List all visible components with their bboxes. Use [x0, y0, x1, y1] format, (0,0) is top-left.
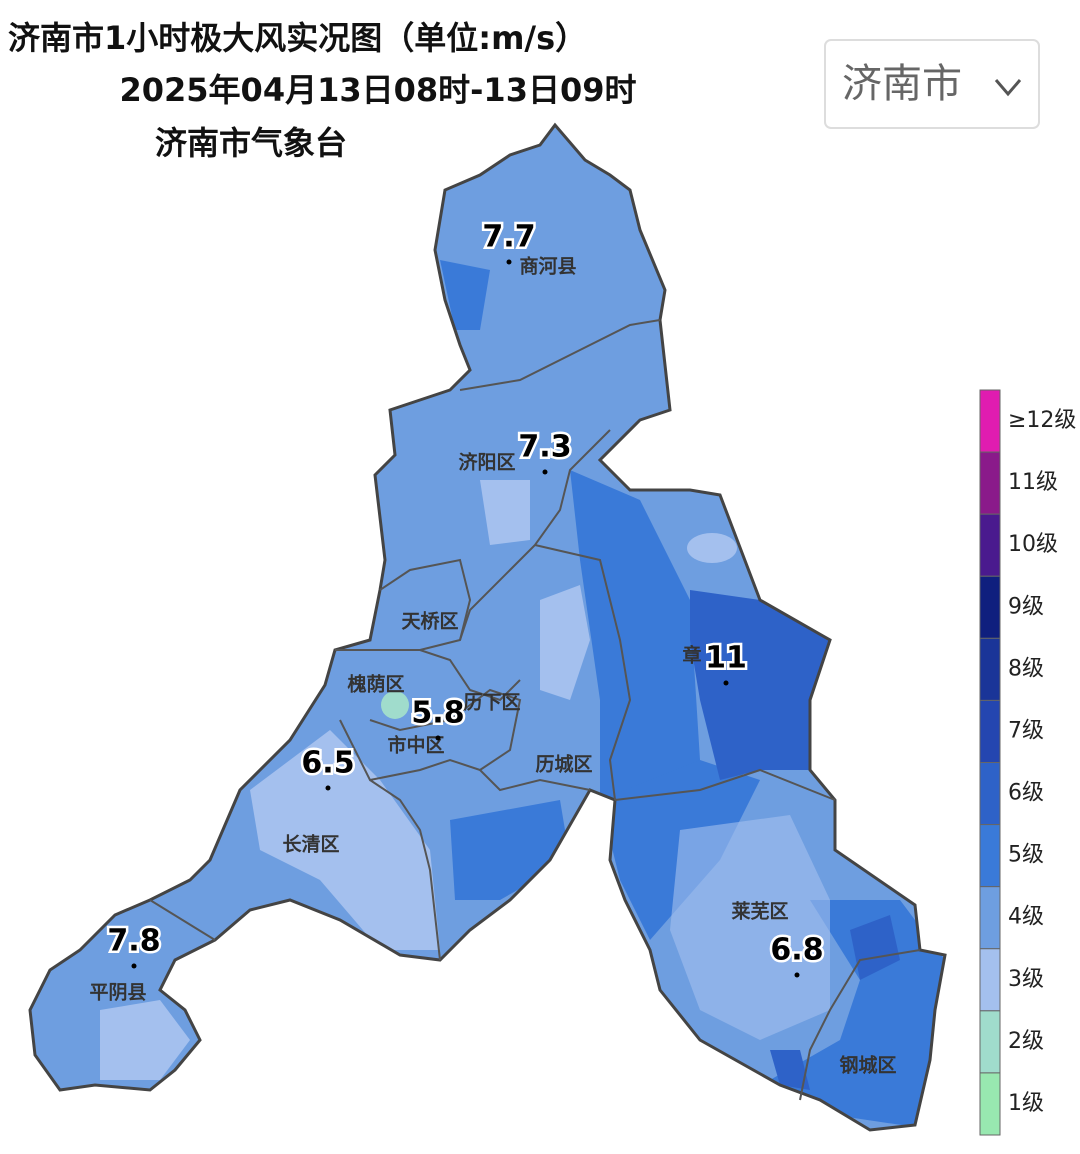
time-range: 2025年04月13日08时-13日09时 — [119, 71, 636, 109]
selector-label[interactable]: 济南市 — [842, 61, 962, 107]
legend-label: 1级 — [1008, 1091, 1044, 1116]
district-label: 商河县 — [519, 255, 576, 278]
source: 济南市气象台 — [155, 124, 347, 162]
district-label: 历下区 — [463, 692, 520, 714]
legend-label: ≥12级 — [1008, 408, 1076, 433]
district-label: 平阴县 — [89, 982, 146, 1004]
station-dot — [506, 259, 512, 265]
legend-label: 9级 — [1008, 594, 1044, 619]
station-dot — [131, 963, 137, 969]
selector-box[interactable] — [824, 39, 1040, 129]
legend-swatch — [979, 1072, 1001, 1136]
legend-label: 11级 — [1008, 470, 1058, 495]
legend-label: 2级 — [1008, 1029, 1044, 1054]
station-value: 5.8 — [411, 696, 464, 731]
legend-swatch — [979, 948, 1001, 1012]
legend-swatch — [979, 389, 1001, 453]
legend-label: 7级 — [1008, 718, 1044, 743]
district-label: 莱芜区 — [731, 900, 788, 923]
legend-swatch — [979, 762, 1001, 826]
station-value: 11 — [705, 641, 747, 676]
district-label: 天桥区 — [401, 610, 458, 633]
legend-swatch — [979, 699, 1001, 764]
district-label: 历城区 — [535, 753, 592, 776]
legend-label: 4级 — [1008, 905, 1044, 930]
legend-label: 10级 — [1008, 532, 1058, 557]
legend-label: 3级 — [1008, 967, 1044, 992]
district-borders — [149, 319, 921, 1101]
legend-swatch — [979, 637, 1001, 701]
legend-label: 8级 — [1008, 656, 1044, 681]
station-dot — [542, 469, 548, 475]
station-dot — [794, 972, 800, 978]
district-label: 章 — [682, 644, 701, 667]
legend-label: 5级 — [1008, 843, 1044, 868]
district-label: 钢城区 — [839, 1054, 896, 1077]
legend-swatch — [979, 513, 1001, 577]
legend-swatch — [979, 575, 1001, 639]
station-value: 7.3 — [518, 430, 571, 465]
map-title: 济南市1小时极大风实况图（单位:m/s） — [8, 19, 587, 57]
legend-swatch — [979, 824, 1001, 888]
legend-swatch — [979, 1010, 1001, 1074]
legend-swatch — [979, 886, 1001, 950]
station-value: 7.8 — [107, 924, 160, 959]
selector[interactable]: 济南市 — [824, 39, 1040, 129]
station-value: 6.5 — [301, 746, 354, 781]
district-label: 长清区 — [282, 833, 339, 856]
station-value: 6.8 — [770, 933, 823, 968]
legend-swatch — [979, 451, 1001, 515]
district-label: 济阳区 — [458, 451, 515, 474]
district-label: 市中区 — [387, 734, 444, 757]
station-dot — [325, 785, 331, 791]
district-label: 槐荫区 — [346, 673, 404, 696]
chevron[interactable] — [994, 79, 1022, 97]
station-dot — [435, 735, 441, 741]
station-dot — [723, 680, 729, 686]
station-value: 7.7 — [482, 220, 535, 255]
legend-label: 6级 — [1008, 781, 1044, 806]
